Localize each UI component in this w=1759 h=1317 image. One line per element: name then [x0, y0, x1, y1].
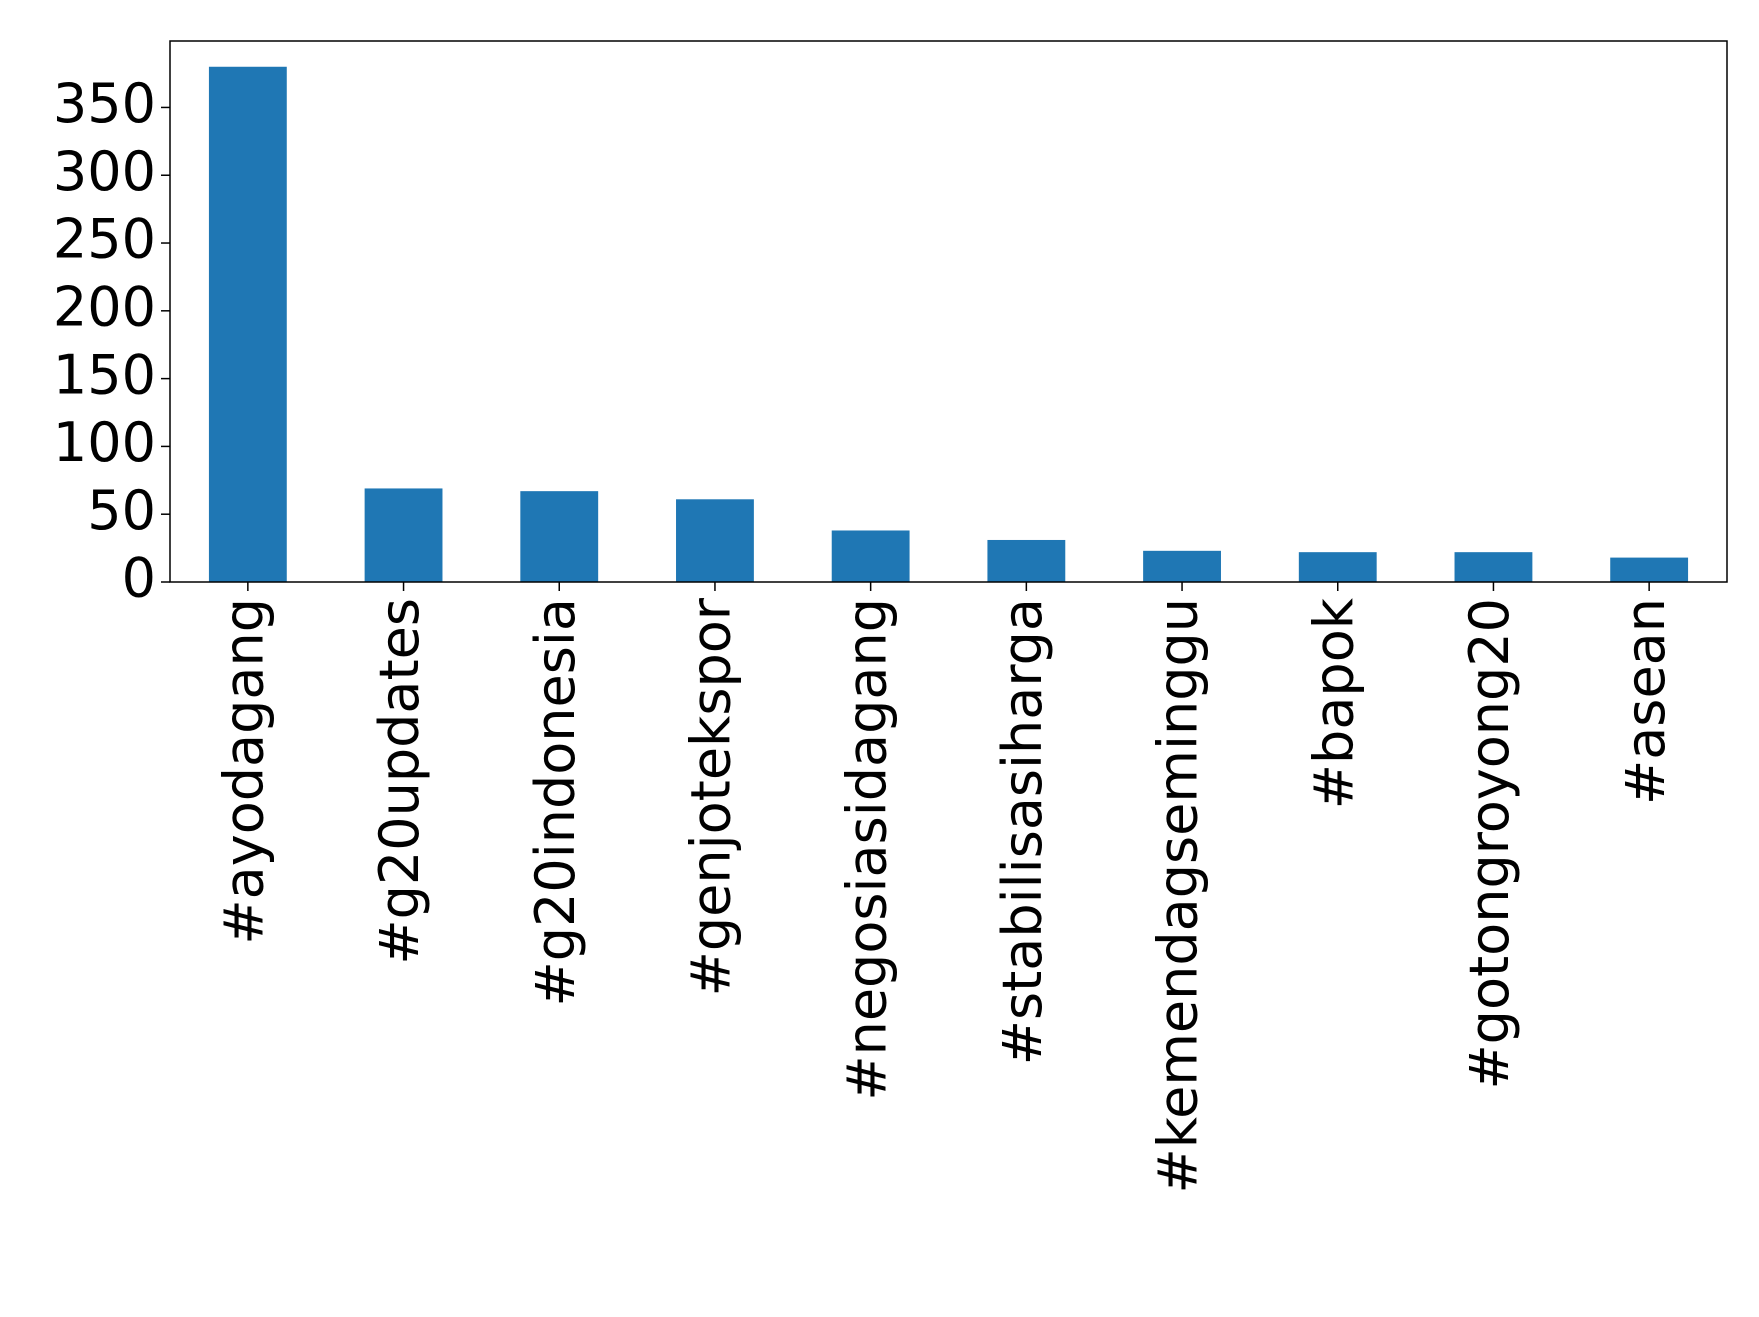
- y-tick-label: 250: [53, 208, 156, 271]
- y-tick-label: 0: [122, 547, 156, 610]
- bar: [987, 539, 1066, 582]
- y-tick-label: 300: [53, 140, 156, 203]
- bar: [676, 499, 754, 582]
- x-tick-label: #gotongroyong20: [1458, 598, 1521, 1090]
- bar: [364, 488, 443, 582]
- bar: [208, 66, 287, 582]
- x-tick-label: #g20updates: [368, 598, 431, 965]
- bar: [1298, 552, 1377, 582]
- bar: [1610, 557, 1689, 582]
- x-tick-label: #negosiasidagang: [835, 598, 898, 1101]
- bar: [831, 530, 910, 582]
- bar: [1143, 550, 1221, 582]
- x-tick-label: #bapok: [1302, 597, 1365, 809]
- bar: [520, 491, 599, 582]
- y-tick-label: 100: [53, 411, 156, 474]
- y-tick-label: 150: [53, 343, 156, 406]
- plot-frame: [169, 40, 1728, 583]
- x-tick-label: #ayodagang: [212, 598, 275, 945]
- x-tick-label: #genjotekspor: [680, 597, 743, 996]
- x-tick-label: #asean: [1614, 598, 1677, 805]
- x-tick-label: #stabilisasiharga: [991, 598, 1054, 1065]
- bar: [1454, 552, 1533, 582]
- y-tick-label: 350: [53, 72, 156, 135]
- x-tick-label: #g20indonesia: [524, 598, 587, 1006]
- y-tick-label: 200: [53, 275, 156, 338]
- x-tick-label: #kemendagseminggu: [1147, 598, 1210, 1193]
- y-tick-label: 50: [87, 479, 156, 542]
